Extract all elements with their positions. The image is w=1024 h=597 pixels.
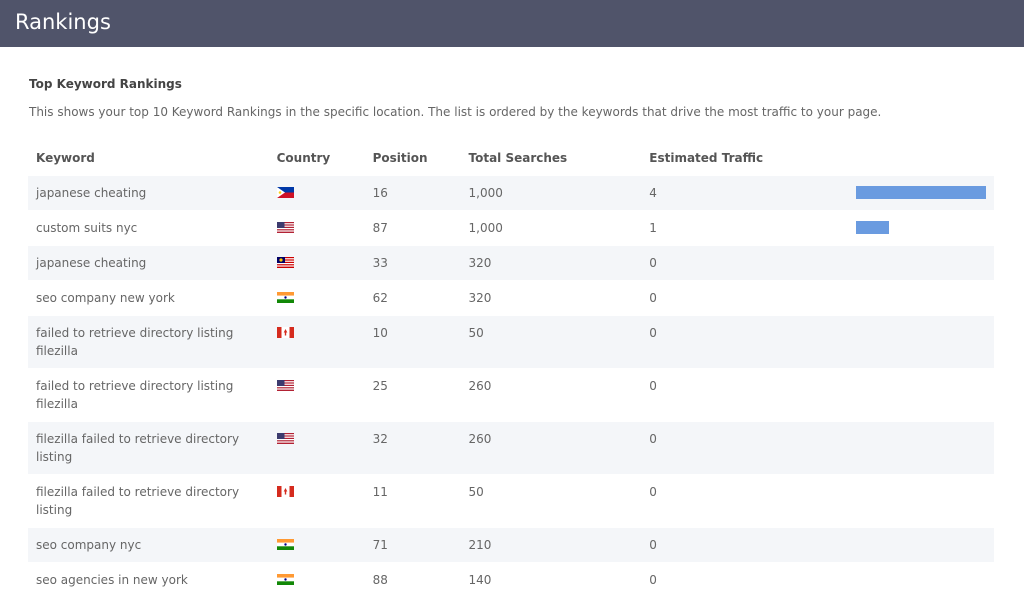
rankings-table: Keyword Country Position Total Searches …: [28, 141, 994, 597]
traffic-cell: 4: [649, 185, 657, 200]
country-flag: [277, 187, 294, 198]
position-cell: 10: [372, 325, 388, 340]
traffic-bar: [856, 220, 889, 234]
searches-cell: 320: [468, 290, 492, 305]
table-row: filezilla failed to retrieve directory l…: [28, 421, 994, 474]
keyword-cell: failed to retrieve directory listing fil…: [36, 325, 234, 358]
searches-cell: 50: [468, 325, 484, 340]
searches-cell: 210: [468, 537, 492, 552]
table-row: failed to retrieve directory listing fil…: [28, 368, 994, 421]
traffic-cell: 0: [649, 255, 657, 270]
position-cell: 87: [372, 220, 388, 235]
traffic-bar: [856, 185, 986, 199]
position-cell: 71: [372, 537, 388, 552]
bar-cell: [848, 280, 994, 315]
bar-cell: [848, 421, 994, 474]
searches-cell: 260: [468, 431, 492, 446]
country-flag: [277, 327, 294, 338]
country-flag: [277, 433, 294, 444]
searches-cell: 50: [468, 484, 484, 499]
searches-cell: 140: [468, 572, 492, 587]
traffic-cell: 0: [649, 484, 657, 499]
country-flag: [277, 292, 294, 303]
country-cell: [269, 474, 365, 527]
keyword-cell: japanese cheating: [36, 185, 147, 200]
traffic-cell: 0: [649, 537, 657, 552]
country-cell: [269, 280, 365, 315]
position-cell: 32: [372, 431, 388, 446]
position-cell: 16: [372, 185, 388, 200]
country-cell: [269, 562, 365, 597]
country-cell: [269, 210, 365, 245]
keyword-cell: japanese cheating: [36, 255, 147, 270]
bar-cell: [848, 245, 994, 280]
bar-cell: [848, 210, 994, 245]
country-cell: [269, 315, 365, 368]
keyword-cell: seo agencies in new york: [36, 572, 188, 587]
keyword-cell: seo company new york: [36, 290, 175, 305]
position-cell: 88: [372, 572, 388, 587]
section-title: Top Keyword Rankings: [29, 77, 182, 91]
searches-cell: 260: [468, 378, 492, 393]
table-body: japanese cheating 16 1,000 4 custom suits ny…: [28, 175, 994, 597]
keyword-cell: seo company nyc: [36, 537, 142, 552]
table-row: japanese cheating 16 1,000 4: [28, 175, 994, 210]
header-title: Rankings: [0, 0, 1024, 47]
searches-cell: 1,000: [468, 220, 503, 235]
bar-cell: [848, 527, 994, 562]
keyword-cell: custom suits nyc: [36, 220, 138, 235]
country-cell: [269, 368, 365, 421]
table-row: japanese cheating 33 320 0: [28, 245, 994, 280]
country-flag: [277, 574, 294, 585]
position-cell: 33: [372, 255, 388, 270]
keyword-cell: filezilla failed to retrieve directory l…: [36, 484, 240, 517]
country-cell: [269, 527, 365, 562]
keyword-cell: failed to retrieve directory listing fil…: [36, 378, 234, 411]
table-row: seo company nyc 71 210 0: [28, 527, 994, 562]
searches-cell: 1,000: [468, 185, 503, 200]
country-flag: [277, 380, 294, 391]
column-header: Estimated Traffic: [649, 150, 764, 165]
column-header: Position: [372, 150, 428, 165]
position-cell: 11: [372, 484, 388, 499]
bar-cell: [848, 474, 994, 527]
traffic-cell: 0: [649, 290, 657, 305]
column-header: Keyword: [36, 150, 95, 165]
header-row: Keyword Country Position Total Searches …: [28, 141, 994, 175]
traffic-cell: 0: [649, 325, 657, 340]
table-row: failed to retrieve directory listing fil…: [28, 315, 994, 368]
section-description: This shows your top 10 Keyword Rankings …: [29, 105, 882, 119]
table-row: seo company new york 62 320 0: [28, 280, 994, 315]
country-cell: [269, 175, 365, 210]
country-flag: [277, 257, 294, 268]
traffic-cell: 1: [649, 220, 657, 235]
bar-cell: [848, 175, 994, 210]
bar-cell: [848, 315, 994, 368]
column-header: Country: [276, 150, 331, 165]
country-cell: [269, 421, 365, 474]
searches-cell: 320: [468, 255, 492, 270]
country-flag: [277, 539, 294, 550]
table-row: custom suits nyc 87 1,000 1: [28, 210, 994, 245]
position-cell: 62: [372, 290, 388, 305]
country-cell: [269, 245, 365, 280]
table-row: filezilla failed to retrieve directory l…: [28, 474, 994, 527]
keyword-cell: filezilla failed to retrieve directory l…: [36, 431, 240, 464]
traffic-cell: 0: [649, 572, 657, 587]
position-cell: 25: [372, 378, 388, 393]
bar-cell: [848, 562, 994, 597]
column-header: Total Searches: [468, 150, 568, 165]
traffic-cell: 0: [649, 431, 657, 446]
bar-cell: [848, 368, 994, 421]
country-flag: [277, 222, 294, 233]
traffic-cell: 0: [649, 378, 657, 393]
table-row: seo agencies in new york 88 140 0: [28, 562, 994, 597]
country-flag: [277, 486, 294, 497]
